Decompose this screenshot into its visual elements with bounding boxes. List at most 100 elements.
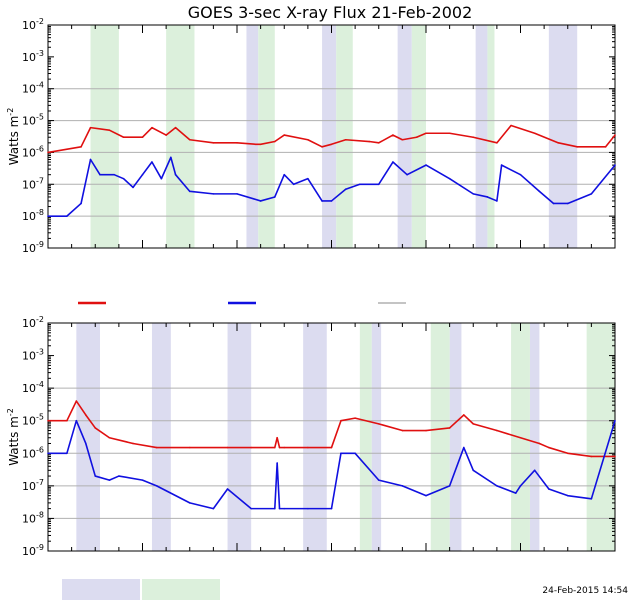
data-point (274, 196, 276, 198)
night-band (322, 25, 337, 248)
data-point (368, 140, 371, 143)
data-point (463, 414, 465, 416)
data-point (226, 446, 229, 449)
data-point (94, 475, 97, 477)
data-point (94, 427, 97, 429)
data-point (392, 161, 394, 163)
y-axis-label: Watts m-2 (6, 408, 21, 466)
data-point (80, 146, 82, 148)
y-tick-label: 10-3 (22, 348, 44, 363)
data-point (155, 485, 158, 487)
y-tick-exponent: -4 (36, 380, 44, 389)
data-point (359, 183, 361, 186)
data-point (519, 485, 522, 487)
y-tick-label: 10-4 (22, 81, 44, 96)
y-tick-label: 10-8 (22, 510, 44, 525)
data-point (614, 419, 616, 422)
data-point (47, 215, 49, 217)
data-point (274, 507, 276, 510)
data-point (118, 475, 120, 477)
data-point (566, 202, 569, 205)
data-point (377, 183, 380, 186)
data-point (614, 164, 616, 166)
data-point (557, 142, 560, 144)
data-point (340, 452, 342, 455)
data-point (255, 143, 257, 146)
data-point (292, 183, 295, 186)
data-point (566, 452, 569, 455)
saa-band (336, 25, 353, 248)
data-point (113, 173, 115, 176)
data-point (590, 455, 593, 458)
data-point (392, 134, 394, 136)
data-point (548, 446, 550, 449)
data-point (108, 479, 111, 481)
y-tick-exponent: -7 (36, 478, 44, 487)
data-point (321, 200, 323, 202)
data-point (519, 173, 522, 176)
night-band (227, 323, 252, 551)
chart-title: GOES 3-sec X-ray Flux 21-Feb-2002 (188, 3, 473, 22)
night-band (246, 25, 259, 248)
data-point (108, 436, 111, 439)
y-tick-exponent: -2 (36, 17, 44, 26)
data-point (377, 142, 380, 144)
data-point (496, 485, 498, 487)
night-band (475, 25, 488, 248)
data-point (401, 429, 404, 432)
data-point (448, 132, 451, 135)
data-point (274, 446, 276, 449)
y-tick-label: 10-7 (22, 478, 44, 493)
data-point (496, 429, 498, 432)
data-point (510, 124, 512, 127)
data-point (66, 215, 68, 217)
y-axis-label-exponent: -2 (6, 108, 15, 116)
y-tick-exponent: -9 (36, 240, 44, 249)
data-point (108, 129, 111, 131)
y-tick-label: 10-9 (22, 240, 44, 255)
y-tick-label: 10-2 (22, 17, 44, 32)
data-point (519, 436, 522, 439)
data-point (533, 132, 536, 135)
data-point (330, 200, 333, 202)
data-point (259, 143, 262, 146)
data-point (188, 138, 191, 141)
data-point (259, 200, 262, 202)
data-point (226, 488, 229, 490)
y-tick-label: 10-5 (22, 113, 44, 128)
data-point (472, 469, 475, 472)
data-point (377, 423, 380, 425)
data-point (500, 164, 503, 166)
saa-band (258, 25, 275, 248)
y-tick-label: 10-9 (22, 543, 44, 558)
data-point (401, 485, 404, 487)
y-tick-label: 10-5 (22, 413, 44, 428)
series-line-short (48, 156, 616, 217)
y-tick-exponent: -5 (36, 413, 44, 422)
data-point (538, 190, 541, 193)
y-axis-label-text: Watts m (7, 416, 21, 466)
data-point (155, 446, 158, 449)
y-tick-exponent: -3 (36, 348, 44, 357)
saa-band (166, 25, 195, 248)
data-point (47, 419, 49, 422)
data-point (47, 452, 49, 455)
data-point (472, 193, 475, 195)
data-point (307, 177, 309, 180)
data-point (406, 173, 408, 176)
key-swatch (142, 579, 220, 600)
data-point (283, 173, 286, 176)
data-point (566, 494, 569, 497)
night-band (548, 25, 578, 248)
night-band (303, 323, 327, 551)
data-point (486, 196, 489, 198)
data-point (496, 200, 498, 202)
data-point (552, 202, 555, 205)
y-tick-exponent: -8 (36, 208, 44, 217)
y-tick-label: 10-4 (22, 380, 44, 395)
y-tick-exponent: -5 (36, 113, 44, 122)
data-point (307, 507, 309, 510)
